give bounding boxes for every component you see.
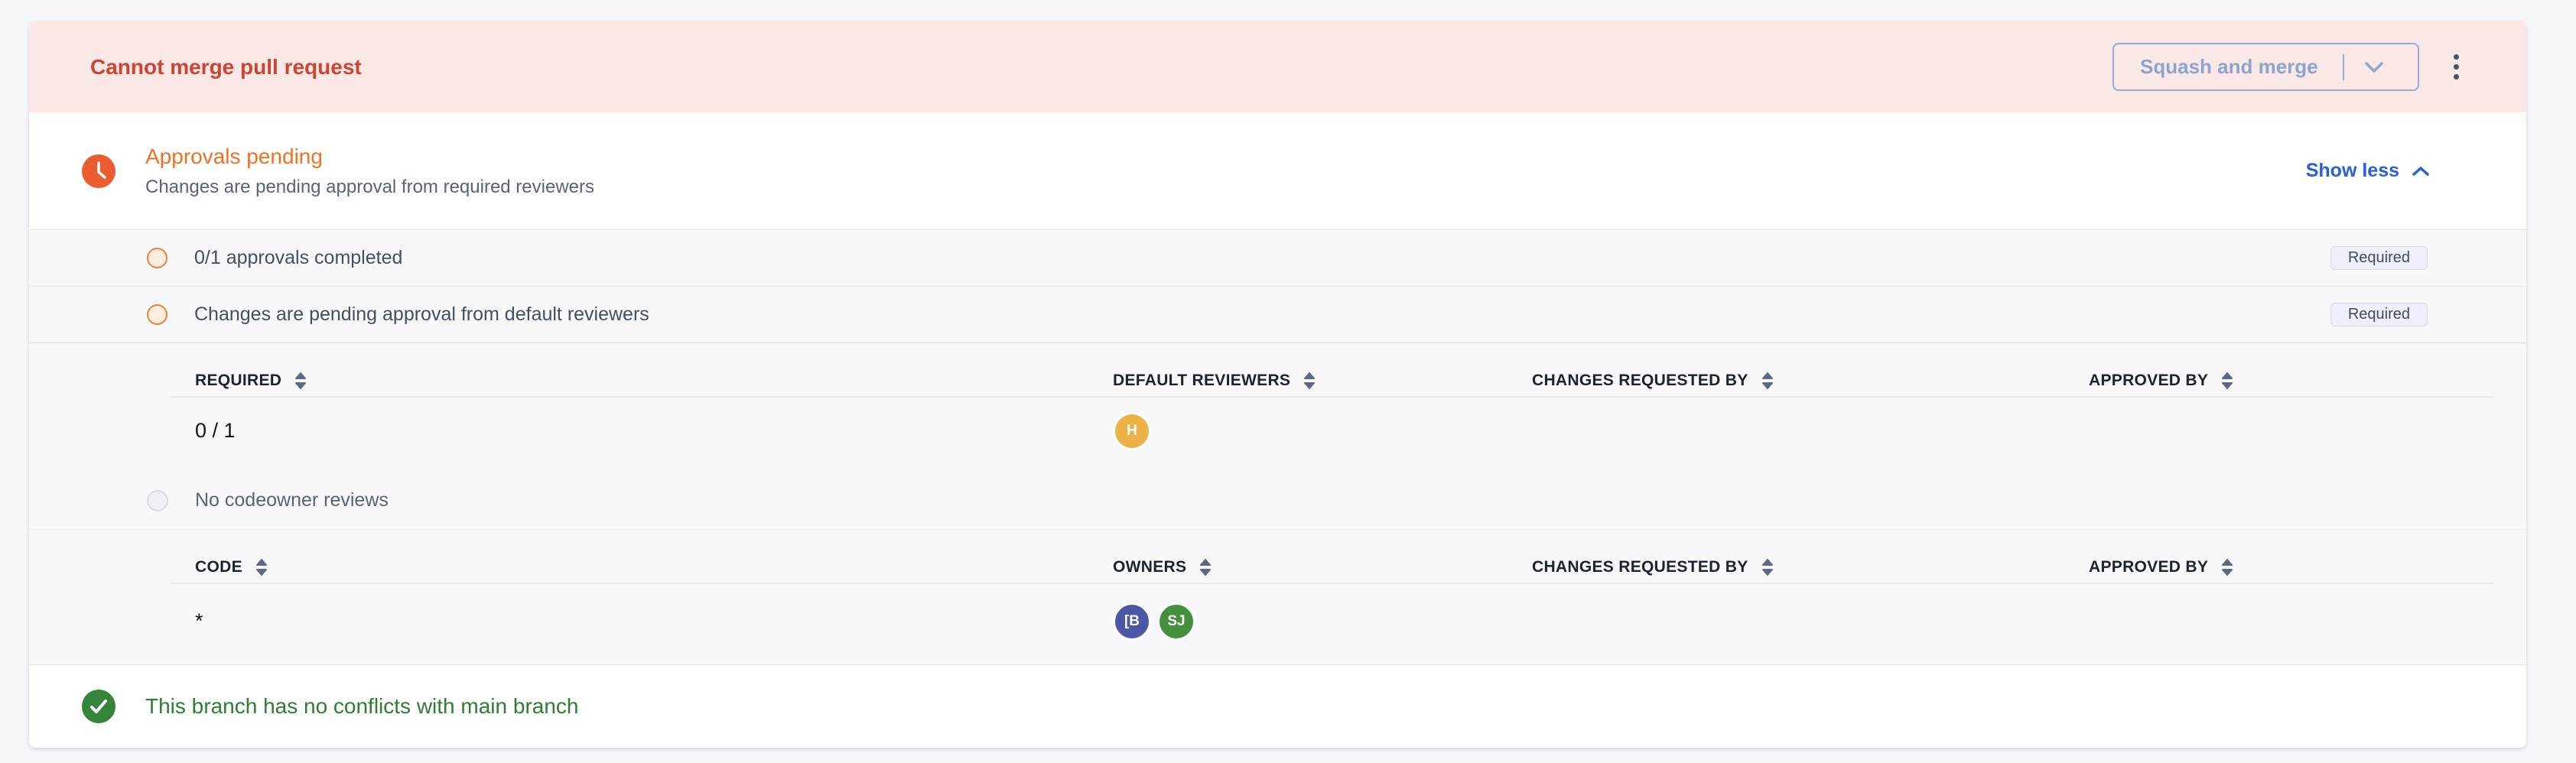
show-less-label: Show less [2305,160,2399,181]
status-subtitle: Changes are pending approval from requir… [145,176,594,197]
squash-and-merge-button[interactable]: Squash and merge [2113,43,2419,91]
column-label: CHANGES REQUESTED BY [1532,372,1748,389]
clock-icon [82,154,115,188]
conflict-status-label: This branch has no conflicts with main b… [145,694,579,718]
squash-and-merge-label: Squash and merge [2140,55,2318,78]
column-label: CODE [195,558,242,576]
avatar[interactable]: [B [1113,602,1151,641]
merge-checks-panel: Cannot merge pull request Squash and mer… [29,21,2526,748]
required-badge: Required [2330,246,2428,270]
check-row-approvals: 0/1 approvals completed Required [29,229,2526,286]
check-label: Changes are pending approval from defaul… [194,304,649,325]
button-divider [2342,54,2345,80]
column-header-approved-by[interactable]: APPROVED BY [2089,558,2492,576]
banner-actions: Squash and merge [2113,43,2465,91]
column-label: APPROVED BY [2089,372,2209,389]
reviewers-table-row: 0 / 1 H [29,411,2526,450]
approvals-pending-section: Approvals pending Changes are pending ap… [29,112,2526,229]
chevron-up-icon [2412,166,2430,177]
required-badge: Required [2330,303,2428,326]
neutral-circle-icon [147,489,168,511]
column-header-changes-requested-by[interactable]: CHANGES REQUESTED BY [1532,558,2089,576]
banner-title: Cannot merge pull request [90,54,362,79]
column-label: DEFAULT REVIEWERS [1113,372,1291,389]
sort-icon[interactable] [1304,372,1316,389]
codeowners-table: CODE OWNERS CHANGES REQUESTED BY APPROVE… [29,529,2526,664]
avatar[interactable]: H [1113,411,1151,450]
column-header-changes-requested-by[interactable]: CHANGES REQUESTED BY [1532,372,2089,390]
codeowner-status-label: No codeowner reviews [195,489,389,511]
sort-icon[interactable] [2222,559,2233,576]
check-label: 0/1 approvals completed [194,247,403,268]
codeowners-table-header: CODE OWNERS CHANGES REQUESTED BY APPROVE… [29,555,2526,580]
check-circle-icon [82,690,115,723]
kebab-menu-icon[interactable] [2448,48,2465,86]
code-pattern-cell: * [195,609,203,632]
avatar[interactable]: SJ [1157,602,1195,641]
column-label: APPROVED BY [2089,558,2209,576]
reviewers-table: REQUIRED DEFAULT REVIEWERS CHANGES REQUE… [29,343,2526,529]
reviewers-table-header: REQUIRED DEFAULT REVIEWERS CHANGES REQUE… [29,369,2526,393]
table-header-rule [171,396,2494,398]
sort-icon[interactable] [2222,372,2233,389]
column-label: OWNERS [1113,558,1187,576]
pending-circle-icon [147,304,168,325]
codeowner-status-row: No codeowner reviews [29,489,2526,511]
default-reviewers-cell: H [1113,411,1532,450]
column-header-owners[interactable]: OWNERS [1113,558,1532,576]
conflict-status-section: This branch has no conflicts with main b… [29,664,2526,748]
column-header-code[interactable]: CODE [195,558,1113,576]
show-less-toggle[interactable]: Show less [2306,160,2430,182]
sort-icon[interactable] [255,559,267,576]
column-header-default-reviewers[interactable]: DEFAULT REVIEWERS [1113,372,1532,390]
status-title: Approvals pending [145,144,323,168]
codeowners-table-row: * [B SJ [29,602,2526,641]
column-label: CHANGES REQUESTED BY [1532,558,1748,576]
pending-circle-icon [147,248,168,268]
cannot-merge-banner: Cannot merge pull request Squash and mer… [29,21,2526,112]
table-header-rule [171,583,2494,584]
column-header-approved-by[interactable]: APPROVED BY [2089,372,2492,390]
sort-icon[interactable] [1761,372,1773,389]
column-label: REQUIRED [195,372,282,389]
chevron-down-icon[interactable] [2364,61,2384,73]
sort-icon[interactable] [1761,559,1773,576]
column-header-required[interactable]: REQUIRED [195,372,1113,390]
check-row-default-reviewers: Changes are pending approval from defaul… [29,286,2526,343]
owners-cell: [B SJ [1113,602,1532,641]
status-texts: Approvals pending Changes are pending ap… [145,144,594,198]
sort-icon[interactable] [295,372,307,389]
required-count-cell: 0 / 1 [195,419,236,442]
sort-icon[interactable] [1200,559,1212,576]
